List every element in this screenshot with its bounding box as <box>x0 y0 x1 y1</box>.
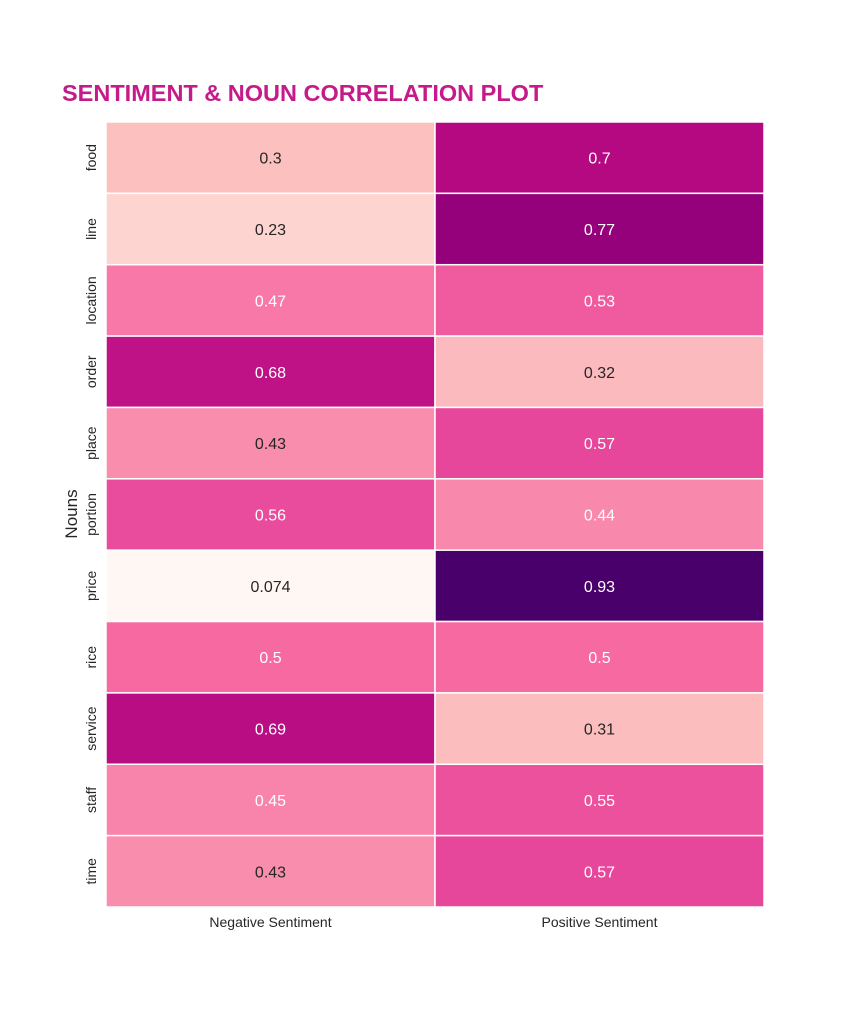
y-tick-label: line <box>83 218 99 240</box>
cell-value-label: 0.5 <box>259 650 281 667</box>
y-tick-label: portion <box>83 493 99 536</box>
cell-value-label: 0.32 <box>584 365 615 382</box>
y-tick-label: time <box>83 858 99 885</box>
heatmap-cell <box>434 478 765 551</box>
cell-value-label: 0.3 <box>259 151 281 168</box>
cell-value-label: 0.7 <box>588 151 610 168</box>
heatmap-cell <box>434 834 765 908</box>
y-axis-label: Nouns <box>62 489 81 538</box>
y-tick-label: order <box>83 355 99 388</box>
y-tick-label: rice <box>83 646 99 669</box>
heatmap-cell <box>434 620 765 694</box>
heatmap-cell <box>105 121 436 195</box>
cell-value-label: 0.77 <box>584 222 615 239</box>
heatmap-cell <box>105 335 436 409</box>
y-tick-labels: food line location order place portion price ri… <box>83 144 99 884</box>
cell-value-label: 0.5 <box>588 650 610 667</box>
cell-value-label: 0.56 <box>255 508 286 525</box>
cell-value-label: 0.43 <box>255 864 286 881</box>
y-tick-label: food <box>83 144 99 171</box>
cell-value-label: 0.55 <box>584 793 615 810</box>
x-tick-label: Positive Sentiment <box>542 914 658 930</box>
x-tick-label: Negative Sentiment <box>209 914 331 930</box>
y-tick-label: location <box>83 276 99 324</box>
cell-value-label: 0.93 <box>584 579 615 596</box>
heatmap-cell <box>434 121 765 195</box>
cell-value-label: 0.23 <box>255 222 286 239</box>
cell-value-label: 0.53 <box>584 293 615 310</box>
heatmap-cell <box>105 549 436 623</box>
heatmap-cells: 0.3 0.7 0.23 0.77 0.47 0.53 0.68 0.32 0.43 0.57 0.… <box>105 121 765 908</box>
y-tick-label: staff <box>83 787 99 813</box>
chart-title: SENTIMENT & NOUN CORRELATION PLOT <box>62 80 544 106</box>
cell-value-label: 0.074 <box>250 579 290 596</box>
heatmap-cell <box>434 692 765 766</box>
heatmap-cell <box>105 406 436 480</box>
cell-value-label: 0.68 <box>255 365 286 382</box>
cell-value-label: 0.44 <box>584 508 615 525</box>
y-tick-label: price <box>83 570 99 601</box>
heatmap-cell <box>434 406 765 480</box>
y-tick-label: service <box>83 706 99 751</box>
heatmap-cell <box>434 335 765 409</box>
cell-value-label: 0.43 <box>255 436 286 453</box>
cell-value-label: 0.69 <box>255 722 286 739</box>
heatmap-cell <box>105 192 436 266</box>
x-tick-labels: Negative Sentiment Positive Sentiment <box>209 914 657 930</box>
cell-value-label: 0.47 <box>255 293 286 310</box>
cell-value-label: 0.57 <box>584 864 615 881</box>
heatmap-cell <box>434 763 765 837</box>
heatmap-cell <box>105 620 436 694</box>
cell-value-label: 0.31 <box>584 722 615 739</box>
cell-value-label: 0.45 <box>255 793 286 810</box>
heatmap-cell <box>105 692 436 766</box>
cell-value-label: 0.57 <box>584 436 615 453</box>
y-tick-label: place <box>83 426 99 460</box>
heatmap-cell <box>105 763 436 837</box>
heatmap-cell <box>434 549 765 623</box>
heatmap-cell <box>105 834 436 908</box>
